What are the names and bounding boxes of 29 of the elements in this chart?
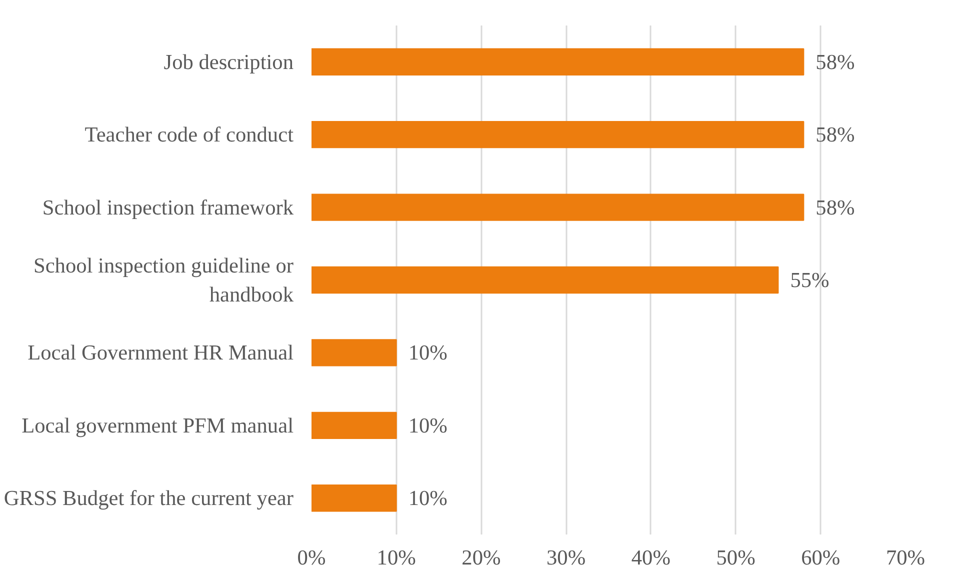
data-label: 58% <box>816 195 855 220</box>
bar <box>312 484 397 512</box>
bar <box>312 194 804 221</box>
x-tick-label: 0% <box>297 546 326 570</box>
bar <box>312 120 804 148</box>
data-label: 10% <box>408 340 448 365</box>
x-tick-label: 20% <box>462 546 501 570</box>
y-tick-label: Local Government HR Manual <box>28 340 294 365</box>
x-tick-label: 70% <box>886 546 926 570</box>
y-tick-label: Local government PFM manual <box>22 413 294 438</box>
bar <box>312 339 397 366</box>
data-label: 10% <box>408 486 448 510</box>
bar <box>312 266 779 294</box>
x-tick-label: 30% <box>546 546 586 570</box>
data-label: 58% <box>816 50 855 74</box>
data-label: 58% <box>816 122 855 147</box>
data-label: 55% <box>790 268 830 292</box>
x-tick-label: 40% <box>631 546 671 570</box>
x-tick-label: 50% <box>716 546 756 570</box>
y-tick-label: School inspection framework <box>42 195 294 220</box>
y-tick-label: Job description <box>164 50 294 74</box>
y-tick-label: GRSS Budget for the current year <box>4 486 294 510</box>
bar <box>312 48 804 76</box>
x-tick-label: 10% <box>376 546 416 570</box>
bar <box>312 412 397 440</box>
y-tick-label: School inspection guideline or handbook <box>33 254 294 306</box>
data-label: 10% <box>408 413 448 438</box>
x-tick-label: 60% <box>801 546 840 570</box>
y-tick-label: Teacher code of conduct <box>84 122 294 147</box>
